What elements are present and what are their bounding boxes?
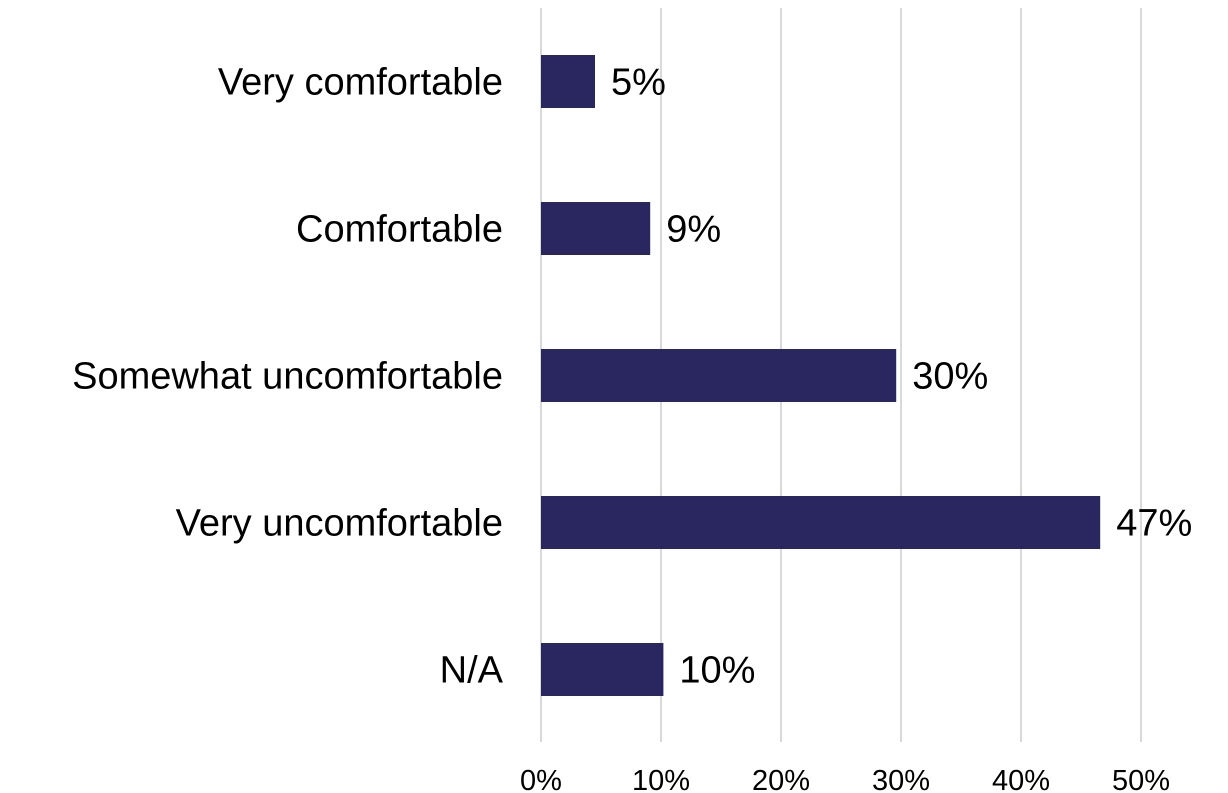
data-label: 10% [679,650,755,692]
bar [541,55,595,108]
data-label: 47% [1116,503,1192,545]
category-label: Very comfortable [218,62,503,104]
category-label: Somewhat uncomfortable [72,356,503,398]
x-tick-label: 10% [632,765,690,793]
data-label: 5% [611,62,666,104]
bars [541,55,1101,696]
category-label: Comfortable [296,209,503,251]
data-label: 9% [666,209,721,251]
bar [541,202,651,255]
category-label: Very uncomfortable [176,503,503,545]
bar [541,496,1101,549]
category-label: N/A [440,650,504,692]
category-labels: Very comfortable Comfortable Somewhat unco… [72,62,504,692]
bar [541,643,664,696]
x-tick-label: 30% [872,765,930,793]
data-labels: 5% 9% 30% 47% 10% [611,62,1192,692]
x-tick-label: 0% [520,765,562,793]
x-tick-label: 20% [752,765,810,793]
x-tick-label: 50% [1112,765,1170,793]
bar [541,349,897,402]
data-label: 30% [912,356,988,398]
x-tick-label: 40% [992,765,1050,793]
x-axis-tick-labels: 0% 10% 20% 30% 40% 50% [520,765,1170,793]
